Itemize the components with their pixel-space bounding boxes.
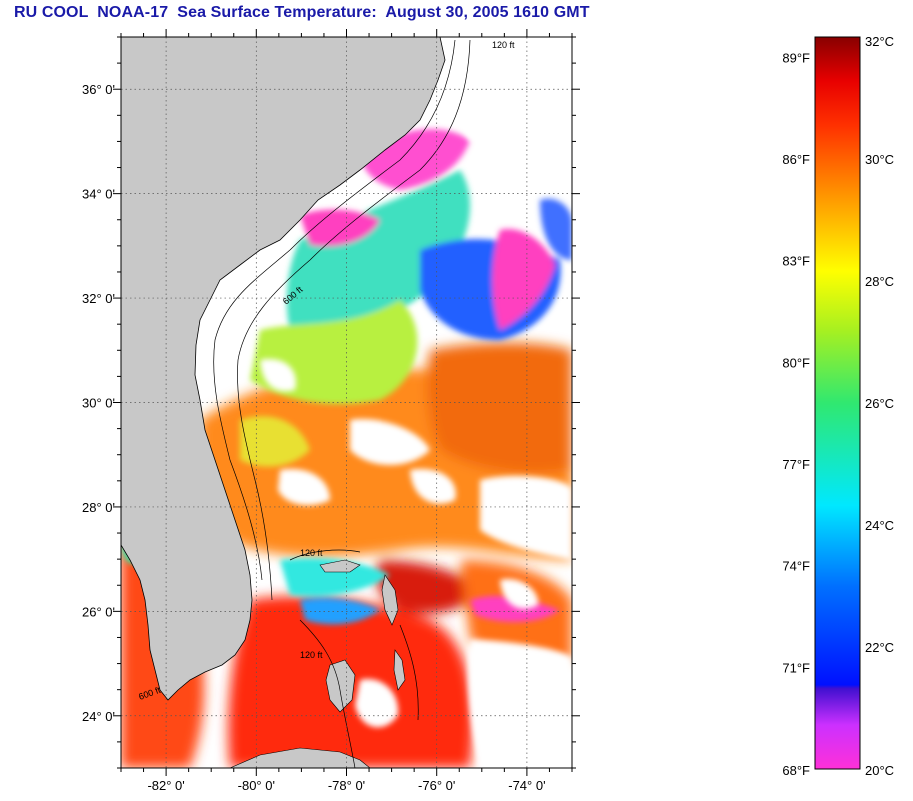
contour-label-1: 120 ft	[492, 40, 515, 50]
longitude-labels: -82° 0' -80° 0' -78° 0' -76° 0' -74° 0'	[147, 778, 545, 793]
fahrenheit-label: 68°F	[782, 763, 810, 778]
bathymetry-contours	[213, 39, 471, 768]
fahrenheit-label: 89°F	[782, 50, 810, 65]
lat-tick-label: 24° 0'	[82, 709, 115, 724]
land-eleuthera	[393, 649, 406, 691]
page-title: RU COOL NOAA-17 Sea Surface Temperature:…	[14, 4, 590, 21]
fahrenheit-label: 83°F	[782, 254, 810, 269]
lon-tick-label: -76° 0'	[418, 778, 455, 793]
land-grand-bahama	[319, 559, 361, 573]
celsius-label: 26°C	[865, 396, 894, 411]
fahrenheit-label: 86°F	[782, 152, 810, 167]
fahrenheit-label: 74°F	[782, 559, 810, 574]
contour-label-3: 120 ft	[300, 548, 323, 558]
colorbar-fahrenheit-labels: 89°F 86°F 83°F 80°F 77°F 74°F 71°F 68°F	[782, 50, 810, 778]
lat-tick-label: 28° 0'	[82, 500, 115, 515]
lon-tick-label: -82° 0'	[147, 778, 184, 793]
celsius-label: 28°C	[865, 274, 894, 289]
lon-tick-label: -80° 0'	[238, 778, 275, 793]
celsius-label: 24°C	[865, 518, 894, 533]
lat-tick-label: 32° 0'	[82, 291, 115, 306]
fahrenheit-label: 80°F	[782, 355, 810, 370]
sst-map: 120 ft 600 ft 120 ft 120 ft 600 ft	[121, 37, 572, 768]
lat-tick-label: 36° 0'	[82, 82, 115, 97]
celsius-label: 30°C	[865, 152, 894, 167]
lon-tick-label: -74° 0'	[508, 778, 545, 793]
fahrenheit-label: 77°F	[782, 457, 810, 472]
map-ticks	[113, 29, 580, 776]
lat-tick-label: 34° 0'	[82, 187, 115, 202]
contour-label-4: 120 ft	[300, 650, 323, 660]
colorbar-celsius-labels: 32°C 30°C 28°C 26°C 24°C 22°C 20°C	[865, 34, 894, 778]
fahrenheit-label: 71°F	[782, 660, 810, 675]
land-abaco	[381, 574, 399, 626]
celsius-label: 22°C	[865, 640, 894, 655]
latitude-labels: 36° 0' 34° 0' 32° 0' 30° 0' 28° 0' 26° 0' 24° …	[82, 82, 115, 724]
lat-tick-label: 30° 0'	[82, 396, 115, 411]
lon-tick-label: -78° 0'	[328, 778, 365, 793]
lat-tick-label: 26° 0'	[82, 604, 115, 619]
colorbar-bar	[814, 36, 861, 770]
land-cuba	[229, 747, 371, 768]
celsius-label: 20°C	[865, 763, 894, 778]
map-gridlines	[121, 37, 572, 768]
land-mainland	[121, 37, 446, 701]
celsius-label: 32°C	[865, 34, 894, 49]
